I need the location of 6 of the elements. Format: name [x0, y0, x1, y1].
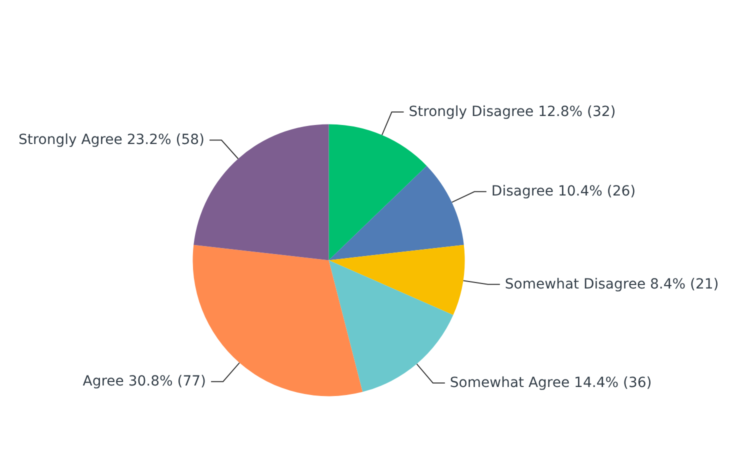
slice-label: Somewhat Agree 14.4% (36) — [450, 374, 652, 391]
slice-label: Strongly Disagree 12.8% (32) — [408, 104, 616, 120]
slice-label: Somewhat Disagree 8.4% (21) — [504, 276, 719, 292]
slice-label: Strongly Agree 23.2% (58) — [18, 132, 205, 148]
slice-label: Disagree 10.4% (26) — [491, 184, 636, 200]
slice-label: Agree 30.8% (77) — [82, 374, 206, 390]
